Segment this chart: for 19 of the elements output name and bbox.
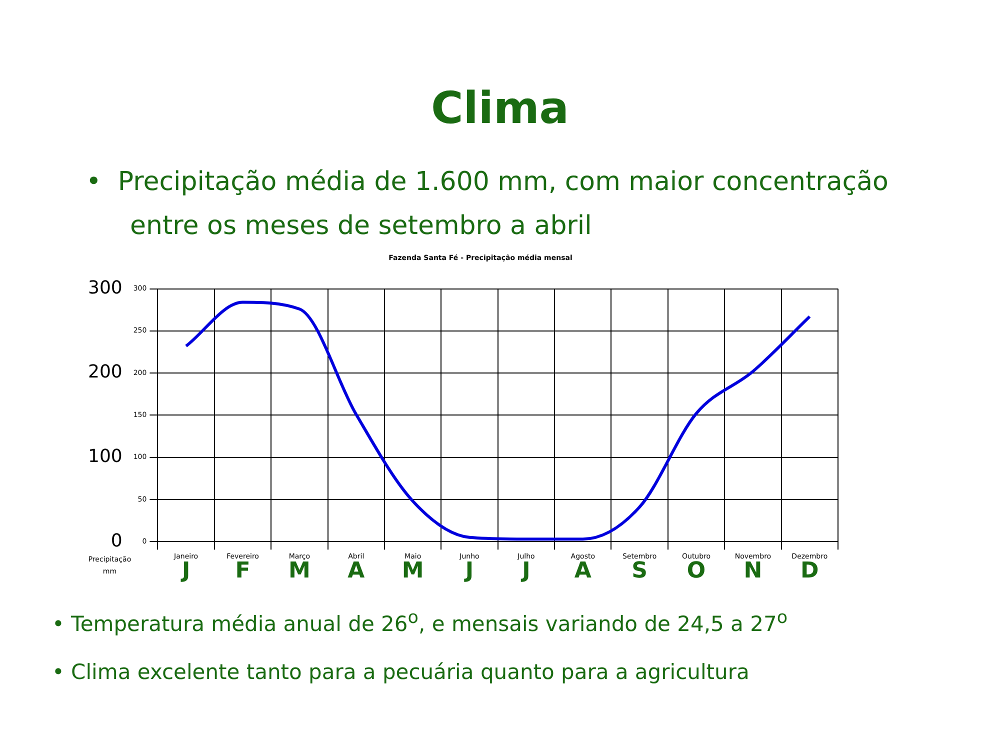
line-series xyxy=(184,300,812,541)
text: D xyxy=(800,558,819,584)
text: S xyxy=(632,558,648,584)
y2-tick-label: 200 xyxy=(88,362,122,383)
text: • Clima excelente tanto para a pecuária quanto para a agricultura xyxy=(52,660,750,684)
y2-tick-label: 300 xyxy=(88,277,122,298)
text: J xyxy=(180,558,190,584)
y2-tick-label: 100 xyxy=(88,446,122,468)
text: N xyxy=(744,558,762,584)
text: M xyxy=(402,558,424,584)
chart-title: Clima xyxy=(430,83,570,134)
y2-tick-label: 0 xyxy=(110,530,122,552)
text: J xyxy=(520,558,530,584)
text: J xyxy=(463,558,474,584)
text: • Temperatura média anual de 26$^{o}$, e mensais variando de 24,5 a 27$^{o}$ xyxy=(52,608,789,636)
text: A xyxy=(348,558,365,584)
text: O xyxy=(686,558,706,584)
chart-subtitle: • Precipitação média de 1.600 mm, com maior concentração entre os meses de setembro a abril xyxy=(86,166,890,243)
text: F xyxy=(235,558,250,584)
